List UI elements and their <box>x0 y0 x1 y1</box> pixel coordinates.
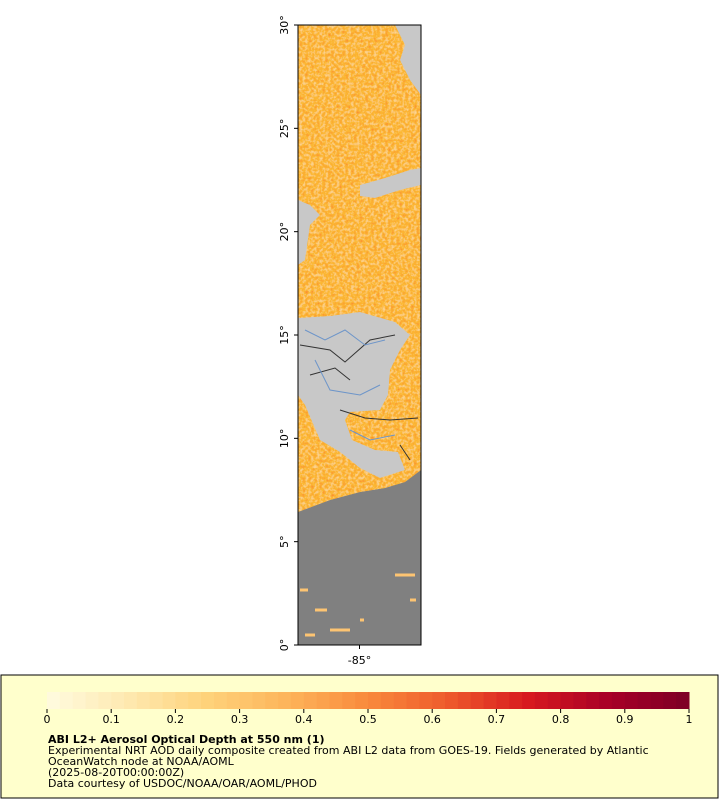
y-tick-label: 30° <box>278 15 291 35</box>
aerosol-texture <box>298 25 421 512</box>
colorbar-tick-label: 0.2 <box>167 713 185 726</box>
colorbar-swatch <box>303 692 318 709</box>
y-tick-label: 5° <box>278 535 291 548</box>
y-tick-label: 0° <box>278 639 291 652</box>
x-tick-label: -85° <box>348 654 371 667</box>
colorbar-swatch <box>368 692 382 709</box>
colorbar-swatch <box>278 692 292 709</box>
colorbar-swatch <box>162 692 176 709</box>
colorbar-swatch <box>509 692 523 709</box>
colorbar-tick-label: 1 <box>686 713 693 726</box>
aerosol-patch <box>300 573 416 637</box>
map <box>298 25 421 645</box>
colorbar-swatch <box>445 692 459 709</box>
colorbar-swatch <box>496 692 510 709</box>
colorbar-swatch <box>265 692 279 709</box>
colorbar-swatch <box>547 692 562 709</box>
colorbar-swatch <box>611 692 626 709</box>
colorbar-tick-label: 0.9 <box>616 713 634 726</box>
colorbar-swatch <box>85 692 99 709</box>
colorbar-tick-label: 0.7 <box>488 713 506 726</box>
colorbar: 0 0.1 0.2 0.3 0.4 0.5 0.6 0.7 0.8 0.9 1 <box>44 692 693 726</box>
caption-line: (2025-08-20T00:00:00Z) <box>48 766 184 779</box>
colorbar-tick-label: 0 <box>44 713 51 726</box>
land <box>298 312 410 478</box>
y-tick-label: 10° <box>278 429 291 449</box>
colorbar-tick-label: 0.6 <box>423 713 441 726</box>
colorbar-swatch <box>355 692 369 709</box>
colorbar-swatch <box>252 692 266 709</box>
colorbar-swatch <box>650 692 664 709</box>
colorbar-swatch <box>380 692 395 709</box>
colorbar-swatch <box>59 692 74 709</box>
y-tick-label: 15° <box>278 325 291 345</box>
colorbar-swatch <box>136 692 151 709</box>
colorbar-swatch <box>637 692 651 709</box>
land <box>395 25 421 95</box>
colorbar-swatch <box>47 692 61 709</box>
y-tick-label: 25° <box>278 119 291 139</box>
colorbar-swatch <box>98 692 112 709</box>
colorbar-swatch <box>149 692 164 709</box>
colorbar-swatch <box>560 692 574 709</box>
colorbar-swatch <box>239 692 253 709</box>
colorbar-swatch <box>290 692 305 709</box>
colorbar-swatch <box>586 692 600 709</box>
colorbar-tick-label: 0.1 <box>102 713 120 726</box>
river <box>304 329 396 441</box>
colorbar-swatch <box>188 692 202 709</box>
colorbar-tick-label: 0.4 <box>295 713 313 726</box>
colorbar-swatch <box>226 692 241 709</box>
colorbar-swatch <box>599 692 613 709</box>
colorbar-swatch <box>393 692 408 709</box>
colorbar-swatch <box>111 692 125 709</box>
colorbar-swatch <box>201 692 215 709</box>
colorbar-swatch <box>534 692 549 709</box>
colorbar-swatch <box>316 692 330 709</box>
colorbar-swatch <box>573 692 587 709</box>
colorbar-tick-label: 0.8 <box>552 713 570 726</box>
colorbar-swatch <box>457 692 472 709</box>
colorbar-swatch <box>483 692 497 709</box>
colorbar-swatch <box>124 692 138 709</box>
colorbar-swatch <box>342 692 356 709</box>
caption-line: Data courtesy of USDOC/NOAA/OAR/AOML/PHO… <box>48 777 317 790</box>
colorbar-swatch <box>470 692 485 709</box>
colorbar-swatch <box>406 692 420 709</box>
colorbar-tick-label: 0.3 <box>231 713 249 726</box>
colorbar-swatch <box>419 692 433 709</box>
caption-line: OceanWatch node at NOAA/AOML <box>48 755 235 768</box>
colorbar-swatch <box>522 692 536 709</box>
colorbar-swatch <box>432 692 446 709</box>
colorbar-swatch <box>72 692 87 709</box>
colorbar-tick-label: 0.5 <box>359 713 377 726</box>
axes: 0° 5° 10° 15° 20° 25° 30° -85° <box>278 15 371 667</box>
colorbar-swatch <box>676 692 690 709</box>
caption-title: ABI L2+ Aerosol Optical Depth at 550 nm … <box>48 733 325 746</box>
land <box>298 200 320 265</box>
y-tick-label: 20° <box>278 222 291 242</box>
border <box>299 334 419 461</box>
colorbar-swatch <box>624 692 639 709</box>
colorbar-swatch <box>663 692 677 709</box>
land <box>360 168 421 198</box>
colorbar-swatch <box>329 692 343 709</box>
colorbar-swatch <box>213 692 228 709</box>
caption-line: Experimental NRT AOD daily composite cre… <box>48 744 649 757</box>
colorbar-swatch <box>175 692 189 709</box>
